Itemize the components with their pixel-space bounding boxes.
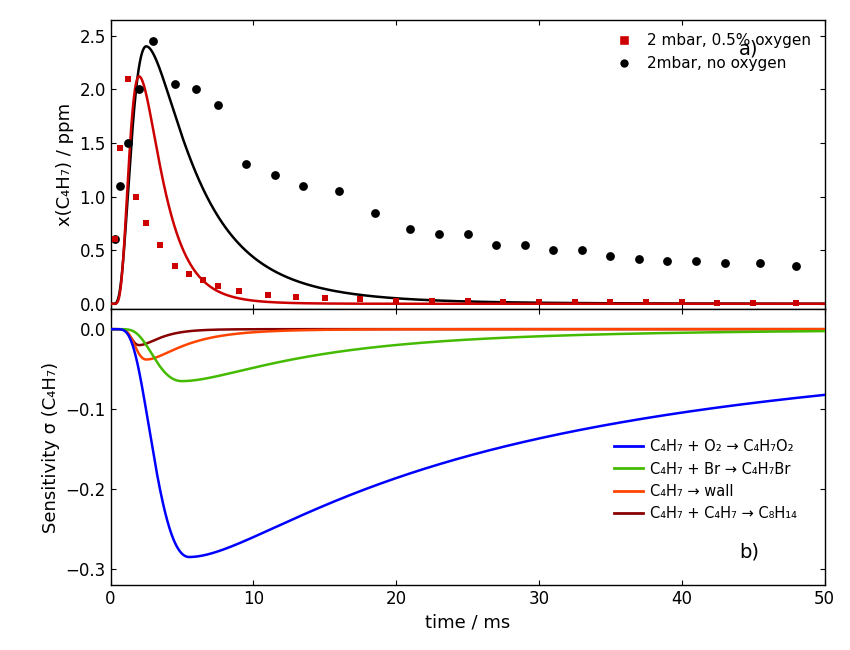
Point (318, 293, 332, 304)
Point (753, 258, 767, 268)
Point (354, 294, 367, 305)
Point (146, 36, 160, 46)
X-axis label: time / ms: time / ms (425, 614, 510, 631)
Point (368, 207, 382, 218)
Point (108, 234, 122, 244)
Point (168, 79, 182, 89)
Point (604, 296, 617, 307)
Point (432, 229, 445, 239)
Point (196, 275, 210, 285)
Point (490, 240, 503, 250)
Point (604, 250, 617, 261)
Point (211, 280, 224, 291)
Point (639, 297, 653, 307)
Point (121, 138, 134, 148)
Point (114, 143, 128, 153)
Point (133, 84, 146, 94)
Point (129, 191, 143, 202)
Point (660, 255, 674, 266)
Point (108, 234, 122, 244)
Point (518, 240, 531, 250)
Point (675, 297, 688, 307)
Point (789, 298, 802, 308)
Y-axis label: x(C₄H₇) / ppm: x(C₄H₇) / ppm (56, 103, 74, 226)
Point (154, 240, 167, 250)
Point (332, 186, 346, 196)
Point (190, 84, 203, 94)
Point (240, 159, 253, 170)
Point (789, 261, 802, 272)
Point (121, 73, 134, 84)
Point (211, 100, 224, 110)
Point (182, 268, 196, 279)
Point (746, 298, 760, 308)
Point (711, 298, 724, 308)
Point (232, 286, 246, 296)
Y-axis label: Sensitivity σ (C₄H₇): Sensitivity σ (C₄H₇) (42, 361, 60, 532)
Point (496, 296, 510, 307)
Point (632, 254, 646, 264)
Legend: C₄H₇ + O₂ → C₄H₇O₂, C₄H₇ + Br → C₄H₇Br, C₄H₇ → wall, C₄H₇ + C₄H₇ → C₈H₁₄: C₄H₇ + O₂ → C₄H₇O₂, C₄H₇ + Br → C₄H₇Br, … (608, 434, 803, 527)
Point (689, 255, 703, 266)
Point (717, 258, 731, 268)
Point (139, 218, 153, 229)
Point (461, 229, 474, 239)
Text: a): a) (739, 39, 758, 58)
Point (389, 295, 403, 306)
Point (547, 245, 560, 255)
Point (568, 296, 581, 307)
Legend: 2 mbar, 0.5% oxygen, 2mbar, no oxygen: 2 mbar, 0.5% oxygen, 2mbar, no oxygen (603, 27, 817, 77)
Point (297, 181, 310, 191)
Point (268, 170, 281, 180)
Point (575, 245, 588, 255)
Point (404, 224, 417, 234)
Point (168, 261, 182, 272)
Point (289, 292, 303, 302)
Text: b): b) (739, 542, 759, 562)
Point (114, 181, 128, 191)
Point (461, 296, 474, 306)
Point (532, 296, 546, 307)
Point (261, 290, 275, 300)
Point (425, 295, 439, 306)
